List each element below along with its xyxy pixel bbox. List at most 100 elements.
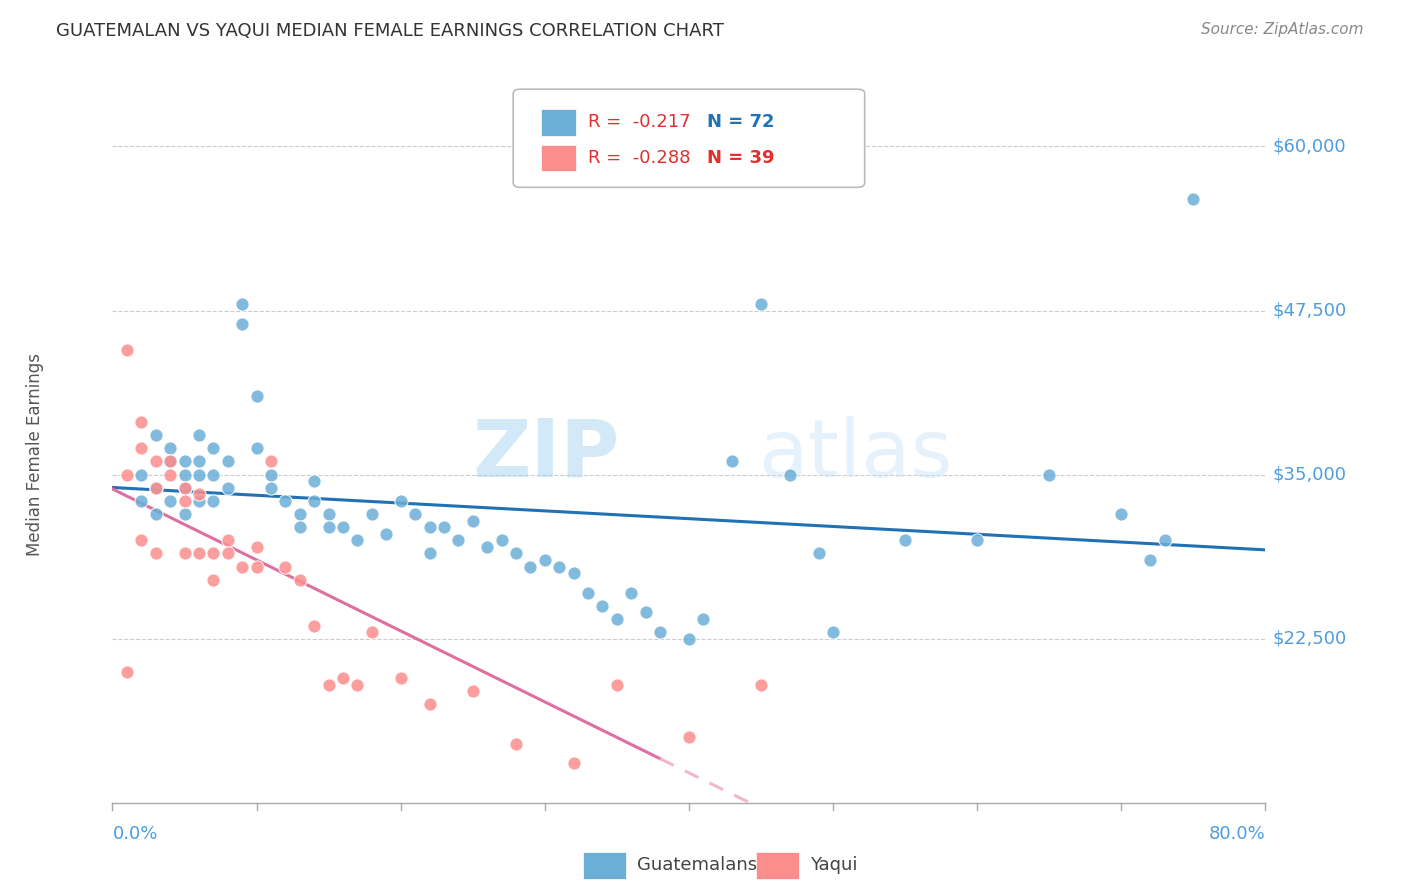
Point [389,494,412,508]
Point [548,559,571,574]
Point [159,454,181,468]
Point [318,507,340,521]
Point [129,442,153,456]
Point [231,297,253,311]
Point [332,671,354,685]
Point [260,454,283,468]
Point [821,625,844,640]
Point [129,467,153,482]
Point [173,481,195,495]
Point [173,454,195,468]
Point [404,507,426,521]
Point [304,618,326,632]
Point [779,467,801,482]
Point [634,606,657,620]
Point [231,559,253,574]
Point [217,533,239,548]
Point [475,540,498,554]
Point [505,546,527,560]
Point [447,533,470,548]
Point [217,546,239,560]
Point [217,454,239,468]
Point [678,632,700,646]
Point [231,317,253,331]
Text: R =  -0.217: R = -0.217 [588,113,690,131]
Point [807,546,830,560]
Point [419,698,441,712]
Point [245,442,267,456]
Point [375,526,398,541]
Point [202,494,225,508]
Point [145,546,167,560]
Point [173,481,195,495]
Point [461,514,484,528]
Point [1038,467,1060,482]
Point [749,678,772,692]
Text: Guatemalans: Guatemalans [637,856,756,874]
Point [360,625,382,640]
Point [519,559,541,574]
Point [346,678,368,692]
Point [648,625,672,640]
Point [145,428,167,442]
Point [288,507,311,521]
Text: GUATEMALAN VS YAQUI MEDIAN FEMALE EARNINGS CORRELATION CHART: GUATEMALAN VS YAQUI MEDIAN FEMALE EARNIN… [56,22,724,40]
Point [245,559,267,574]
Point [145,454,167,468]
Point [129,494,153,508]
Text: $47,500: $47,500 [1272,301,1347,319]
Point [620,586,643,600]
Text: atlas: atlas [758,416,952,494]
Point [562,566,585,580]
Point [145,481,167,495]
Point [419,520,441,534]
Point [1139,553,1161,567]
Point [419,546,441,560]
Point [173,507,195,521]
Point [288,520,311,534]
Text: N = 72: N = 72 [707,113,775,131]
Point [304,494,326,508]
Point [159,467,181,482]
Point [491,533,513,548]
Point [129,533,153,548]
Text: ZIP: ZIP [472,416,620,494]
Text: $22,500: $22,500 [1272,630,1347,648]
Point [592,599,614,613]
Point [188,546,211,560]
Point [389,671,412,685]
Point [721,454,744,468]
Point [188,467,211,482]
Point [288,573,311,587]
Point [188,428,211,442]
Point [159,454,181,468]
Point [966,533,988,548]
Point [318,678,340,692]
Point [533,553,555,567]
Point [1182,192,1205,206]
Point [1153,533,1175,548]
Text: $35,000: $35,000 [1272,466,1347,483]
Point [505,737,527,751]
Point [332,520,354,534]
Point [188,454,211,468]
Point [115,343,138,357]
Point [217,481,239,495]
Point [274,494,297,508]
Point [678,730,700,744]
Point [346,533,368,548]
Point [749,297,772,311]
Point [202,546,225,560]
Point [145,481,167,495]
Point [304,474,326,488]
Point [692,612,714,626]
Point [260,467,283,482]
Point [606,612,628,626]
Point [606,678,628,692]
Point [894,533,917,548]
Text: Median Female Earnings: Median Female Earnings [27,353,44,557]
Point [245,540,267,554]
Text: N = 39: N = 39 [707,149,775,167]
Point [173,494,195,508]
Point [260,481,283,495]
